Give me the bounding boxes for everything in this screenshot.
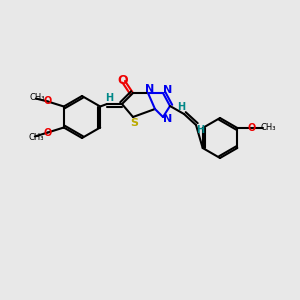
Text: CH₃: CH₃	[29, 93, 45, 102]
Text: N: N	[146, 84, 154, 94]
Text: O: O	[44, 97, 52, 106]
Text: CH₃: CH₃	[261, 124, 276, 133]
Text: H: H	[196, 125, 204, 135]
Text: H: H	[105, 93, 113, 103]
Text: N: N	[164, 114, 172, 124]
Text: O: O	[118, 74, 128, 86]
Text: CH₃: CH₃	[28, 133, 44, 142]
Text: S: S	[130, 118, 138, 128]
Text: O: O	[44, 128, 52, 137]
Text: O: O	[247, 123, 255, 133]
Text: H: H	[177, 102, 185, 112]
Text: N: N	[164, 85, 172, 95]
